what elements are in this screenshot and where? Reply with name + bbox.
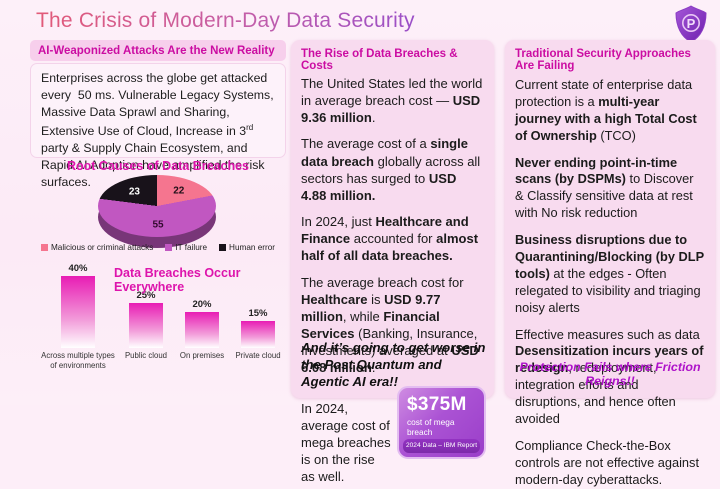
bar-column: 25% Public cloud	[118, 290, 174, 371]
page-title: The Crisis of Modern-Day Data Security	[36, 9, 415, 32]
bar-category-label: On premises	[179, 351, 225, 360]
mega-breach-row: In 2024, average cost of mega breaches i…	[291, 385, 494, 486]
right-column-header: Traditional Security Approaches Are Fail…	[515, 48, 691, 72]
pie-legend-item: Malicious or criminal attacks	[40, 243, 154, 252]
logo-letter: P	[687, 16, 696, 31]
bar-category-label: Public cloud	[124, 351, 168, 360]
middle-footer-warning: And it’s going to get worse in the Post …	[301, 339, 486, 389]
pie-slice-value: 22	[173, 185, 185, 197]
middle-column-card: The Rise of Data Breaches & Costs The Un…	[291, 40, 494, 484]
mega-breach-callout: $375M cost of mega breach 2024 Data – IB…	[397, 385, 486, 459]
legend-label: Malicious or criminal attacks	[50, 243, 154, 252]
middle-paragraph-3: In 2024, just Healthcare and Finance acc…	[301, 214, 479, 264]
bar-value-label: 20%	[192, 299, 212, 310]
bar-rect	[129, 303, 163, 348]
right-paragraph-3: Business disruptions due to Quarantining…	[515, 232, 704, 315]
bar-value-label: 40%	[68, 263, 88, 274]
bar-chart: 40% Across multiple types of environments…	[38, 257, 286, 377]
middle-paragraph-4: The average breach cost for Healthcare i…	[301, 274, 479, 376]
company-logo-shield-icon: P	[675, 5, 707, 43]
right-column-card: Traditional Security Approaches Are Fail…	[505, 40, 715, 487]
legend-label: IT failure	[175, 243, 208, 252]
bar-value-label: 15%	[248, 308, 268, 319]
callout-caption: cost of mega breach	[407, 416, 455, 437]
pie-legend-item: Human error	[219, 243, 275, 252]
left-intro-paragraph: Enterprises across the globe get attacke…	[30, 63, 286, 189]
legend-swatch-icon	[40, 244, 48, 251]
right-paragraph-1: Current state of enterprise data protect…	[515, 77, 697, 143]
bar-chart-title: Data Breaches Occur Everywhere	[114, 266, 241, 294]
right-paragraph-5: Compliance Check-the-Box controls are no…	[515, 437, 700, 487]
bar-category-label: Across multiple types of environments	[41, 351, 115, 370]
left-column-header: AI-Weaponized Attacks Are the New Realit…	[38, 44, 275, 57]
bar-rect	[61, 276, 95, 348]
bar-value-label: 25%	[136, 290, 156, 301]
middle-column-header: The Rise of Data Breaches & Costs	[301, 48, 458, 72]
bar-rect	[241, 321, 275, 348]
pie-chart-legend: Malicious or criminal attacks IT failure H…	[24, 243, 292, 252]
legend-label: Human error	[229, 243, 276, 252]
bar-chart-bars: 40% Across multiple types of environments…	[38, 257, 286, 371]
right-footer-tagline: Protection Fails where Friction Reigns!!	[519, 360, 701, 388]
pie-slice-value: 55	[152, 219, 164, 231]
pie-slice-value: 23	[128, 186, 140, 198]
bar-category-label: Private cloud	[235, 351, 281, 360]
right-paragraph-2: Never ending point-in-time scans (by DSP…	[515, 154, 694, 221]
pie-chart: 22 55 23	[98, 175, 216, 251]
bar-rect	[185, 312, 219, 348]
pie-legend-item: IT failure	[165, 243, 207, 252]
legend-swatch-icon	[165, 244, 173, 251]
mega-breach-paragraph: In 2024, average cost of mega breaches i…	[301, 400, 391, 485]
left-column-header-band: AI-Weaponized Attacks Are the New Realit…	[30, 40, 286, 61]
bar-column: 15% Private cloud	[230, 308, 286, 371]
legend-swatch-icon	[219, 244, 227, 251]
bar-column: 40% Across multiple types of environments	[38, 263, 118, 371]
pie-chart-top-face	[98, 175, 216, 237]
middle-paragraph-1: The United States led the world in avera…	[301, 76, 483, 126]
bar-column: 20% On premises	[174, 299, 230, 371]
middle-paragraph-2: The average cost of a single data breach…	[301, 136, 481, 203]
pie-chart-title: Root Causes of Data Breaches	[66, 159, 249, 173]
callout-source: 2024 Data – IBM Report	[403, 438, 480, 453]
